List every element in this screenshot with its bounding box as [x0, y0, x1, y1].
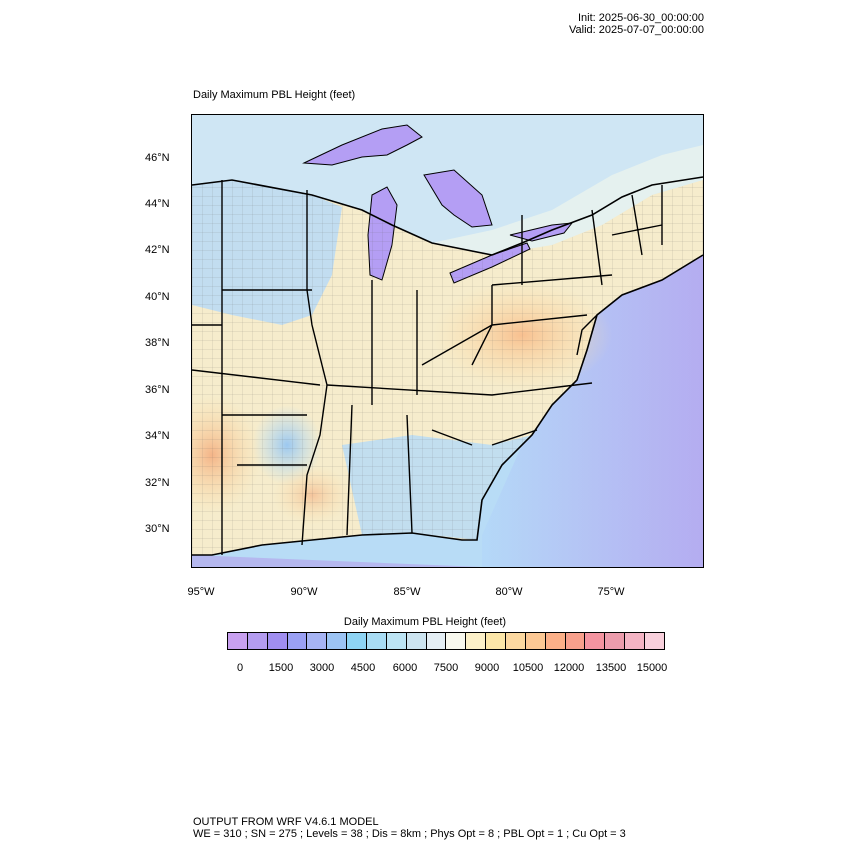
colorbar-swatch — [386, 633, 407, 649]
init-time: Init: 2025-06-30_00:00:00 — [578, 12, 704, 24]
legend-title: Daily Maximum PBL Height (feet) — [343, 616, 507, 628]
lake-huron — [423, 169, 493, 228]
colorbar-swatch — [605, 633, 626, 649]
lon-tick-80w: 80°W — [495, 586, 523, 598]
colorbar-swatch — [585, 633, 606, 649]
state-boundaries — [192, 180, 663, 555]
colorbar-swatch — [506, 633, 526, 649]
model-footer: OUTPUT FROM WRF V4.6.1 MODEL WE = 310 ; … — [193, 816, 626, 840]
colorbar-swatch — [625, 633, 646, 649]
lat-tick-40n: 40°N — [145, 291, 170, 303]
lat-tick-44n: 44°N — [145, 198, 170, 210]
county-grid — [192, 180, 703, 555]
colorbar — [227, 632, 665, 650]
lat-tick-32n: 32°N — [145, 477, 170, 489]
colorbar-label: 10500 — [512, 662, 544, 674]
colorbar-swatch — [525, 633, 546, 649]
colorbar-swatch — [247, 633, 268, 649]
coastlines — [192, 176, 703, 556]
colorbar-label: 13500 — [595, 662, 627, 674]
colorbar-label: 7500 — [433, 662, 459, 674]
colorbar-swatch — [565, 633, 586, 649]
lon-tick-95w: 95°W — [187, 586, 215, 598]
canada-band — [422, 145, 703, 265]
lon-tick-75w: 75°W — [597, 586, 625, 598]
atlantic-ocean — [482, 235, 703, 567]
colorbar-label: 1500 — [268, 662, 294, 674]
colorbar-swatch — [426, 633, 447, 649]
footer-model-line: OUTPUT FROM WRF V4.6.1 MODEL — [193, 816, 379, 828]
valid-time: Valid: 2025-07-07_00:00:00 — [569, 24, 704, 36]
colorbar-swatch — [287, 633, 308, 649]
colorbar-swatch — [228, 633, 248, 649]
colorbar-swatch — [645, 633, 664, 649]
colorbar-label: 6000 — [392, 662, 418, 674]
colorbar-swatch — [446, 633, 467, 649]
lat-tick-30n: 30°N — [145, 523, 170, 535]
lon-tick-90w: 90°W — [290, 586, 318, 598]
colorbar-label: 12000 — [553, 662, 585, 674]
pbl-height-map — [191, 114, 704, 568]
colorbar-swatch — [545, 633, 566, 649]
lat-tick-36n: 36°N — [145, 384, 170, 396]
lat-tick-34n: 34°N — [145, 430, 170, 442]
colorbar-swatch — [486, 633, 507, 649]
colorbar-swatch — [327, 633, 348, 649]
colorbar-swatch — [347, 633, 368, 649]
colorbar-label: 3000 — [309, 662, 335, 674]
init-valid-block: Init: 2025-06-30_00:00:00 Valid: 2025-07… — [569, 12, 704, 36]
lat-tick-42n: 42°N — [145, 244, 170, 256]
colorbar-label: 15000 — [636, 662, 668, 674]
lat-tick-46n: 46°N — [145, 152, 170, 164]
colorbar-swatch — [367, 633, 387, 649]
colorbar-label: 0 — [236, 662, 244, 674]
footer-config-line: WE = 310 ; SN = 275 ; Levels = 38 ; Dis … — [193, 828, 626, 840]
colorbar-swatch — [406, 633, 427, 649]
colorbar-label: 9000 — [474, 662, 500, 674]
colorbar-label: 4500 — [350, 662, 376, 674]
gulf-of-mexico — [192, 555, 482, 567]
lat-tick-38n: 38°N — [145, 337, 170, 349]
lon-tick-85w: 85°W — [393, 586, 421, 598]
lake-superior — [302, 124, 423, 166]
map-title: Daily Maximum PBL Height (feet) — [193, 89, 356, 101]
colorbar-swatch — [267, 633, 288, 649]
colorbar-swatch — [307, 633, 328, 649]
colorbar-swatch — [466, 633, 487, 649]
